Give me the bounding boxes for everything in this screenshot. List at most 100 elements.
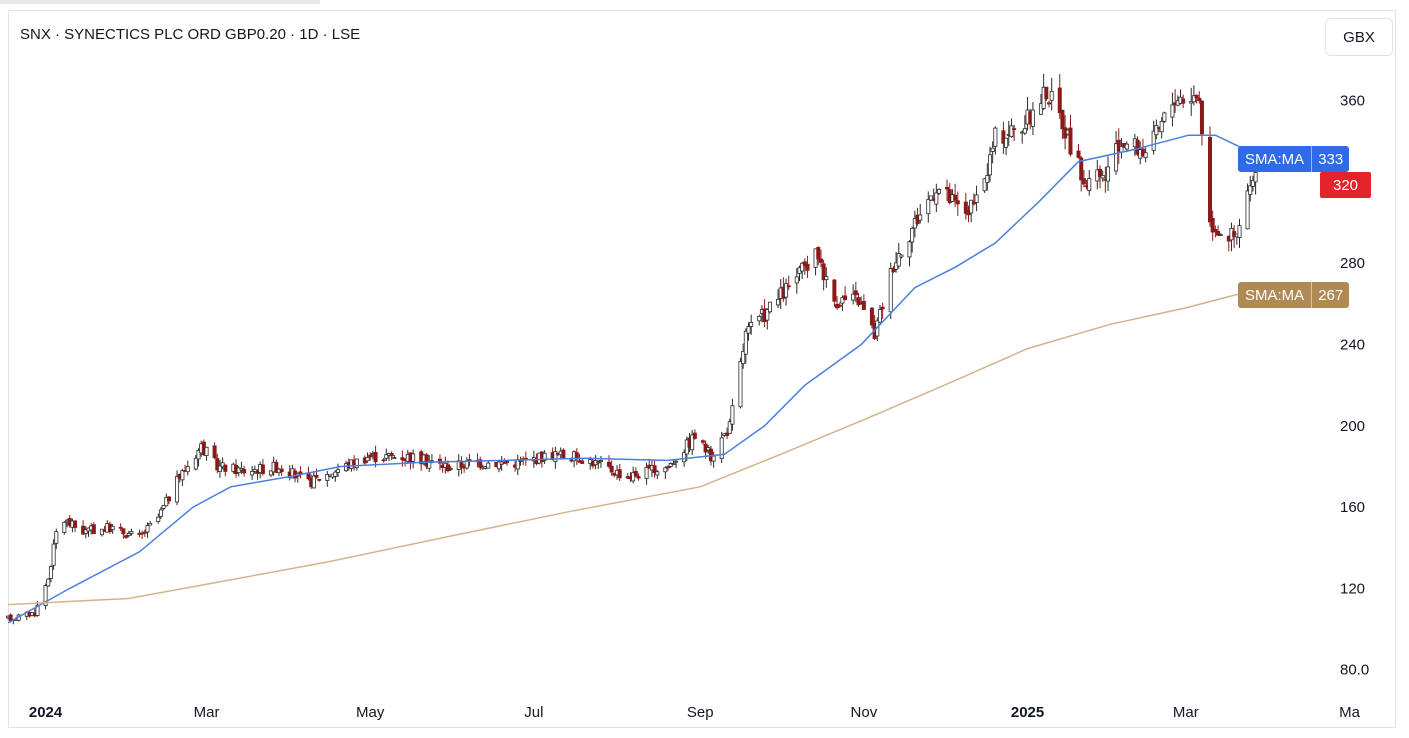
candle bbox=[1097, 165, 1102, 189]
candle bbox=[459, 456, 464, 475]
candle bbox=[644, 462, 649, 485]
candle bbox=[1159, 117, 1164, 139]
candle bbox=[987, 146, 992, 182]
candle bbox=[496, 459, 501, 473]
candle bbox=[83, 526, 88, 539]
candle bbox=[1216, 225, 1221, 236]
candle bbox=[821, 259, 826, 291]
candle bbox=[690, 430, 695, 456]
candle bbox=[674, 459, 679, 469]
candle bbox=[746, 322, 751, 341]
y-tick-label: 360 bbox=[1340, 93, 1365, 110]
candle bbox=[124, 534, 129, 539]
candle bbox=[824, 267, 829, 288]
candle bbox=[1068, 114, 1073, 157]
sma-long-line bbox=[7, 288, 1256, 606]
top-strip-svg bbox=[0, 0, 320, 4]
candle bbox=[896, 242, 901, 269]
candle bbox=[934, 183, 939, 213]
candle bbox=[953, 183, 958, 208]
x-tick-label: 2024 bbox=[29, 704, 63, 721]
candle bbox=[1060, 109, 1065, 139]
candle bbox=[279, 465, 284, 477]
sma-long-tag: SMA:MA 267 bbox=[1238, 282, 1350, 308]
candle bbox=[553, 446, 558, 469]
candle bbox=[719, 431, 724, 463]
candle bbox=[636, 473, 641, 481]
candle bbox=[156, 513, 161, 524]
candle bbox=[1076, 144, 1081, 159]
candle bbox=[193, 455, 198, 471]
currency-button[interactable]: GBX bbox=[1325, 18, 1393, 56]
candle bbox=[368, 452, 373, 461]
candle bbox=[400, 450, 405, 467]
y-axis: 80.0 120 160 200 240 280 360 bbox=[1340, 93, 1369, 679]
candle bbox=[1001, 121, 1006, 154]
candle bbox=[1079, 156, 1084, 192]
candle bbox=[802, 258, 807, 276]
chart-frame bbox=[8, 10, 1396, 728]
candle bbox=[478, 456, 483, 471]
candle bbox=[899, 254, 904, 259]
candle bbox=[142, 529, 147, 537]
candle bbox=[384, 448, 389, 461]
candle bbox=[424, 453, 429, 470]
candle bbox=[1199, 99, 1204, 146]
candle bbox=[631, 466, 636, 484]
candle bbox=[700, 439, 705, 445]
candle bbox=[1213, 225, 1218, 238]
candle bbox=[486, 460, 491, 469]
sma-short-value: 333 bbox=[1311, 146, 1350, 172]
candle bbox=[274, 459, 279, 474]
candle bbox=[655, 470, 660, 479]
candle bbox=[46, 578, 51, 587]
candle bbox=[1151, 120, 1156, 155]
candle bbox=[982, 177, 987, 193]
candle bbox=[596, 460, 601, 470]
candle bbox=[464, 457, 469, 470]
candle bbox=[1116, 128, 1121, 164]
candle bbox=[1207, 126, 1212, 227]
candle bbox=[749, 314, 754, 335]
candle bbox=[373, 445, 378, 468]
candle bbox=[381, 457, 386, 463]
candle bbox=[856, 292, 861, 308]
candle bbox=[765, 308, 770, 330]
candle bbox=[298, 466, 303, 479]
candle bbox=[54, 528, 59, 550]
candle bbox=[1237, 218, 1242, 248]
candle bbox=[515, 454, 520, 475]
candle bbox=[48, 565, 53, 583]
sma-long-value: 267 bbox=[1311, 282, 1350, 308]
candle bbox=[757, 314, 762, 326]
candle bbox=[268, 470, 273, 478]
candle bbox=[926, 191, 931, 223]
x-axis: 2024 Mar May Jul Sep Nov 2025 Mar Ma bbox=[29, 704, 1361, 721]
candle bbox=[1030, 102, 1035, 136]
candle bbox=[692, 429, 697, 440]
candle bbox=[148, 520, 153, 526]
y-tick-label: 120 bbox=[1340, 580, 1365, 597]
x-tick-label: Mar bbox=[194, 704, 220, 721]
candle bbox=[663, 466, 668, 479]
candle bbox=[1100, 170, 1105, 182]
candle bbox=[185, 460, 190, 476]
candle bbox=[985, 163, 990, 191]
candle bbox=[1143, 147, 1148, 163]
candle bbox=[129, 528, 134, 536]
candle bbox=[1154, 119, 1159, 140]
candle bbox=[794, 268, 799, 294]
candle bbox=[333, 470, 338, 482]
candle bbox=[730, 398, 735, 431]
candle bbox=[1250, 175, 1255, 192]
candle bbox=[652, 459, 657, 478]
candle bbox=[741, 343, 746, 369]
candle bbox=[840, 295, 845, 312]
candle bbox=[448, 465, 453, 471]
candle bbox=[175, 470, 180, 506]
candle bbox=[800, 261, 805, 280]
candle bbox=[158, 507, 163, 519]
x-tick-label: Mar bbox=[1173, 704, 1199, 721]
candle bbox=[598, 455, 603, 468]
